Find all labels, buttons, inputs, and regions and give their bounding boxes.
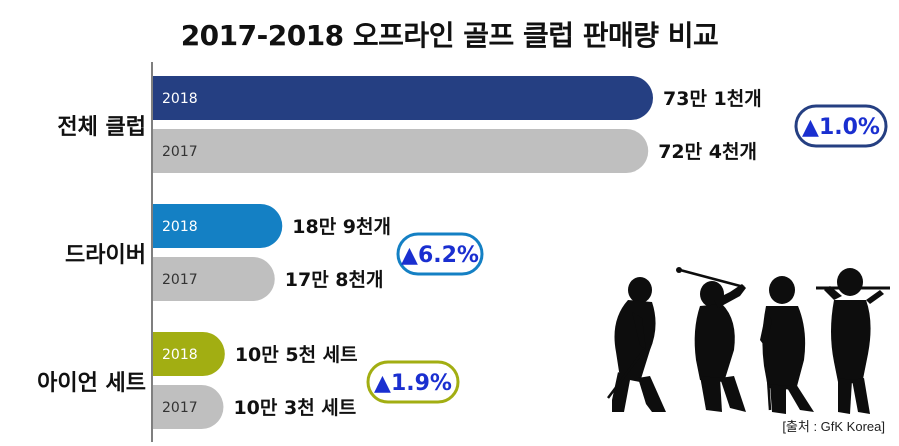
- category-label: 아이언 세트: [37, 371, 146, 396]
- golfer-swing-icon: [676, 267, 746, 412]
- bar-series-label: 2017: [162, 272, 198, 288]
- bar-2018: [153, 76, 653, 120]
- bar-2017: [153, 257, 275, 301]
- bar-2017: [153, 385, 224, 429]
- source-note: [출처 : GfK Korea]: [782, 419, 885, 434]
- data-label: 17만 8천개: [285, 269, 384, 291]
- category-label: 전체 클럽: [57, 115, 146, 140]
- golfer-stretch-icon: [816, 268, 890, 414]
- bar-series-label: 2018: [162, 91, 198, 107]
- change-badge: [396, 232, 484, 276]
- golfer-standing-icon: [760, 276, 814, 414]
- category-label: 드라이버: [65, 243, 146, 268]
- change-badge-label: ▲1.0%: [802, 115, 880, 140]
- data-label: 18만 9천개: [292, 216, 391, 238]
- data-label: 10만 3천 세트: [233, 397, 356, 419]
- bar-series-label: 2018: [162, 219, 198, 235]
- data-label: 73만 1천개: [663, 88, 762, 110]
- bar-2018: [153, 204, 283, 248]
- change-badge: [794, 104, 888, 148]
- golfer-silhouettes-icon: [607, 267, 890, 414]
- chart-title: 2017-2018 오프라인 골프 클럽 판매량 비교: [180, 19, 719, 52]
- data-label: 72만 4천개: [658, 141, 757, 163]
- bar-series-label: 2017: [162, 144, 198, 160]
- bar-2017: [153, 129, 649, 173]
- bar-series-label: 2018: [162, 347, 198, 363]
- change-badge-label: ▲1.9%: [374, 371, 452, 396]
- bar-2018: [153, 332, 225, 376]
- golfer-address-icon: [607, 277, 666, 412]
- bar-series-label: 2017: [162, 400, 198, 416]
- change-badge: [366, 360, 460, 404]
- data-label: 10만 5천 세트: [235, 344, 358, 366]
- change-badge-label: ▲6.2%: [401, 243, 479, 268]
